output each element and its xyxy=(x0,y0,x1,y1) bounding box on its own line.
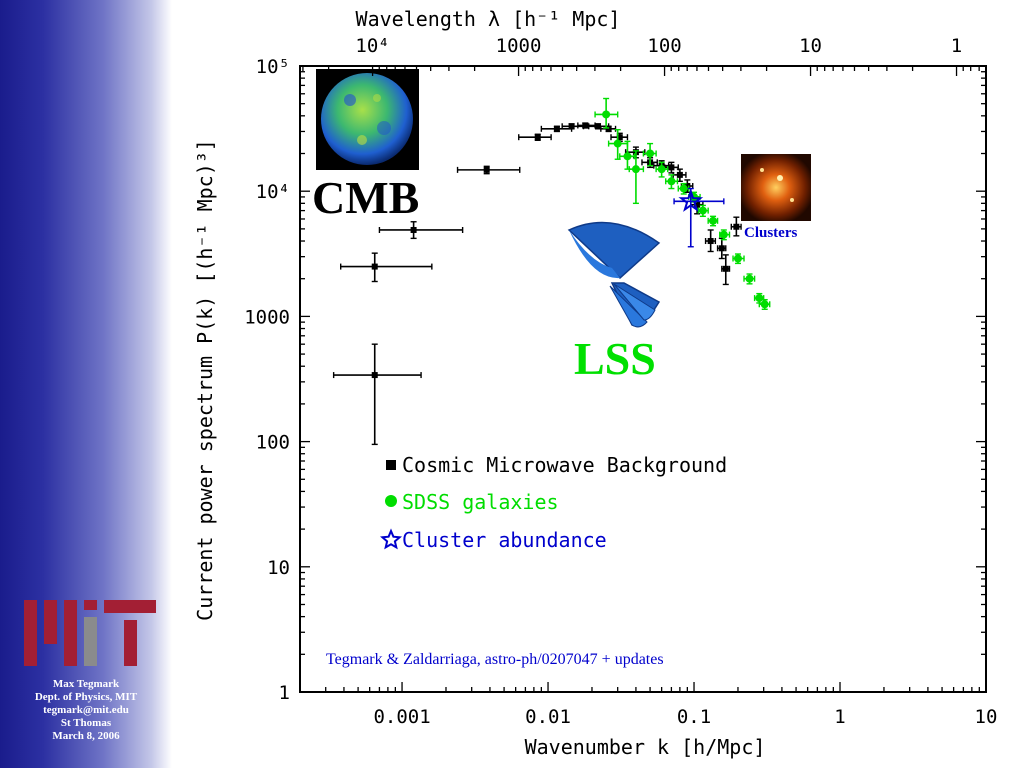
top-tick-label: 1 xyxy=(951,35,962,57)
legend-circle-marker xyxy=(385,495,397,507)
top-tick-label: 10 xyxy=(799,35,822,57)
y-tick-label: 100 xyxy=(256,432,290,454)
data-point xyxy=(679,184,688,193)
series-0 xyxy=(332,122,742,446)
clusters-label: Clusters xyxy=(744,225,797,241)
power-spectrum-chart: 0.001 0.01 0.1 1 10 1 10 100 1000 10⁴ 10⁵ 10⁴ 1000 10… xyxy=(193,7,998,759)
data-point xyxy=(623,152,632,161)
data-point xyxy=(733,254,742,263)
data-point xyxy=(709,216,718,225)
credit-dept: Dept. of Physics, MIT xyxy=(34,691,138,703)
data-point xyxy=(568,123,575,130)
survey-wedge-icon xyxy=(567,221,661,328)
x-tick-label: 10 xyxy=(975,706,998,728)
credit-venue: St Thomas xyxy=(60,717,112,729)
data-point xyxy=(534,134,541,141)
data-point xyxy=(733,223,740,230)
x-tick-label: 0.01 xyxy=(525,706,571,728)
x-tick-label: 0.001 xyxy=(373,706,430,728)
credit-email: tegmark@mit.edu xyxy=(43,704,129,716)
y-tick-label: 10 xyxy=(267,557,290,579)
cmb-label: CMB xyxy=(312,172,419,223)
legend-square-marker xyxy=(386,460,396,470)
data-point xyxy=(646,149,655,158)
top-axis-title: Wavelength λ [h⁻¹ Mpc] xyxy=(356,7,621,31)
credit-date: March 8, 2006 xyxy=(52,730,120,742)
top-tick-label: 1000 xyxy=(496,35,542,57)
legend-clusters: Cluster abundance xyxy=(402,528,607,552)
credit-block: Max Tegmark Dept. of Physics, MIT tegmar… xyxy=(0,678,172,743)
data-point xyxy=(755,294,764,303)
y-tick-label: 10⁵ xyxy=(256,56,290,78)
data-point xyxy=(678,188,704,212)
legend-star-marker xyxy=(379,528,403,550)
data-point xyxy=(676,171,683,178)
data-point xyxy=(553,125,560,132)
x-tick-label: 0.1 xyxy=(677,706,711,728)
x-tick-label: 1 xyxy=(834,706,845,728)
cmb-sky-image xyxy=(316,69,419,170)
data-point xyxy=(722,265,729,272)
top-tick-label: 100 xyxy=(647,35,681,57)
cluster-image xyxy=(741,154,811,221)
data-point xyxy=(582,122,589,129)
legend: Cosmic Microwave Background SDSS galaxie… xyxy=(379,453,727,552)
data-point xyxy=(605,125,612,132)
data-point xyxy=(631,165,640,174)
citation: Tegmark & Zaldarriaga, astro-ph/0207047 … xyxy=(326,651,664,668)
lss-label: LSS xyxy=(574,333,656,384)
credit-name: Max Tegmark xyxy=(52,678,120,690)
data-point xyxy=(694,201,701,208)
y-tick-label: 10⁴ xyxy=(256,181,290,203)
top-tick-label: 10⁴ xyxy=(355,35,389,57)
data-point xyxy=(719,230,728,239)
data-point xyxy=(602,110,611,119)
data-point xyxy=(745,274,754,283)
data-point xyxy=(684,183,691,190)
data-point xyxy=(698,206,707,215)
data-point xyxy=(707,238,714,245)
legend-cmb: Cosmic Microwave Background xyxy=(402,453,727,477)
data-point xyxy=(410,226,417,233)
x-axis-title: Wavenumber k [h/Mpc] xyxy=(525,735,766,759)
series-2 xyxy=(673,187,725,248)
legend-sdss: SDSS galaxies xyxy=(402,490,559,514)
data-point xyxy=(613,139,622,148)
data-point xyxy=(483,166,490,173)
data-point xyxy=(616,134,623,141)
data-point xyxy=(595,123,602,130)
y-axis-title: Current power spectrum P(k) [(h⁻¹ Mpc)³] xyxy=(193,139,217,621)
mit-logo xyxy=(24,600,156,666)
data-point xyxy=(371,372,378,379)
y-tick-label: 1 xyxy=(279,682,290,704)
data-point xyxy=(371,263,378,270)
data-point xyxy=(668,164,675,171)
y-tick-label: 1000 xyxy=(244,306,290,328)
plot-frame xyxy=(299,65,987,693)
data-point xyxy=(667,177,676,186)
data-point xyxy=(657,165,666,174)
sidebar: Max Tegmark Dept. of Physics, MIT tegmar… xyxy=(0,0,172,768)
data-point xyxy=(760,300,769,309)
data-point xyxy=(718,245,725,252)
